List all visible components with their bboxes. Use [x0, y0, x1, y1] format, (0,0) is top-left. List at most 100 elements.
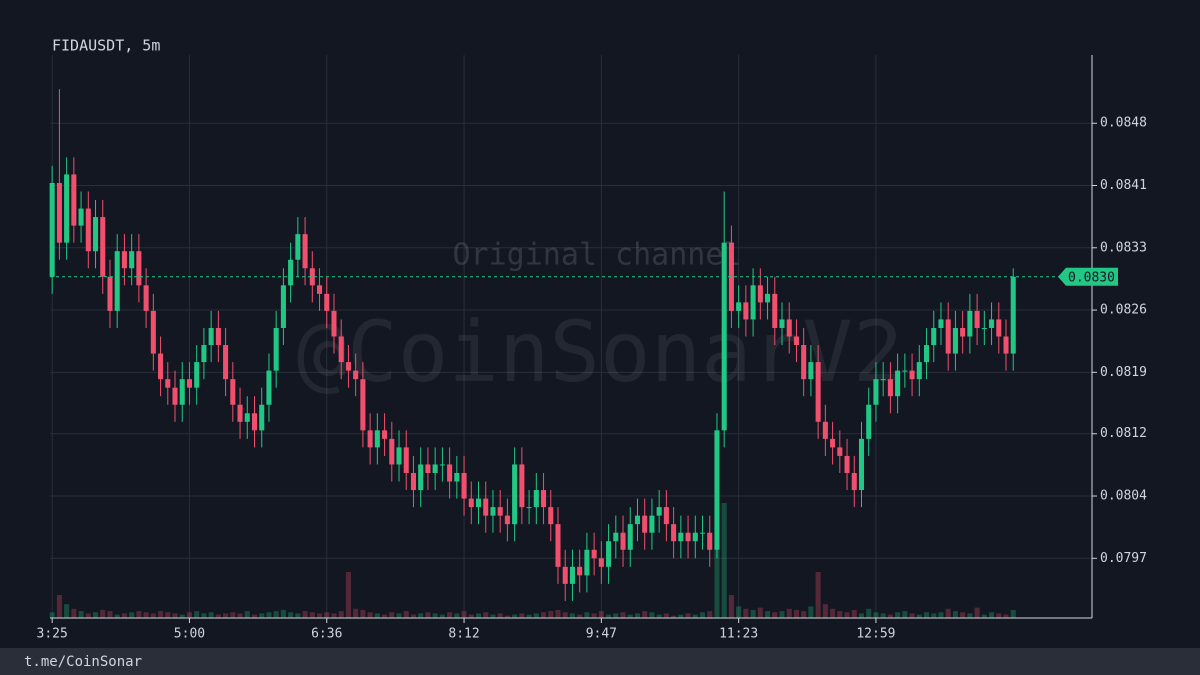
- candle-body: [302, 234, 308, 269]
- volume-bar: [728, 595, 734, 618]
- volume-bar: [353, 608, 359, 618]
- volume-bar: [866, 608, 872, 618]
- candle-body: [208, 327, 214, 346]
- candle-body: [107, 276, 113, 311]
- candle-body: [880, 379, 886, 381]
- volume-bar: [504, 615, 510, 618]
- watermark: @CoinSonarV2: [297, 303, 904, 401]
- y-tick-label: 0.0841: [1100, 178, 1147, 193]
- candle-body: [454, 472, 460, 482]
- y-tick-label: 0.0833: [1100, 240, 1147, 255]
- volume-bar: [815, 572, 821, 618]
- volume-bar: [107, 611, 113, 618]
- volume-bar: [309, 612, 315, 618]
- volume-bar: [432, 613, 438, 618]
- candle-body: [757, 285, 763, 303]
- candle-body: [439, 464, 445, 466]
- volume-bar: [548, 611, 554, 618]
- candle-body: [895, 370, 901, 397]
- volume-bar: [967, 613, 973, 618]
- candle-body: [215, 327, 221, 346]
- volume-bar: [902, 611, 908, 618]
- candle-body: [295, 234, 301, 260]
- candle-body: [374, 430, 380, 448]
- x-tick-label: 8:12: [448, 627, 479, 642]
- y-tick-label: 0.0848: [1100, 116, 1147, 131]
- volume-bar: [345, 572, 351, 618]
- candle-body: [779, 319, 785, 328]
- volume-bar: [721, 503, 727, 618]
- volume-bar: [649, 612, 655, 618]
- candle-body: [714, 430, 720, 550]
- volume-bar: [627, 614, 633, 618]
- candle-body: [230, 379, 236, 405]
- candle-body: [483, 498, 489, 516]
- x-tick-label: 6:36: [311, 627, 342, 642]
- candle-body: [165, 379, 171, 388]
- volume-bar: [208, 612, 214, 618]
- volume-bar: [519, 613, 525, 618]
- candle-body: [663, 507, 669, 525]
- candle-body: [345, 362, 351, 371]
- candle-body: [844, 455, 850, 473]
- candle-body: [288, 259, 294, 286]
- candle-body: [577, 566, 583, 576]
- volume-bar: [129, 612, 135, 618]
- candle-body: [627, 524, 633, 550]
- volume-bar: [822, 604, 828, 618]
- candle-body: [830, 438, 836, 448]
- x-tick-label: 9:47: [586, 627, 617, 642]
- candle-body: [49, 182, 55, 277]
- candle-body: [244, 413, 250, 422]
- volume-bar: [887, 614, 893, 618]
- candle-body: [223, 345, 229, 380]
- y-tick-label: 0.0797: [1100, 551, 1147, 566]
- volume-bar: [367, 612, 373, 618]
- volume-bar: [895, 612, 901, 618]
- last-price-label: 0.0830: [1068, 270, 1115, 285]
- volume-bar: [172, 613, 178, 618]
- volume-bar: [158, 611, 164, 618]
- candle-body: [533, 490, 539, 508]
- footer: t.me/CoinSonar: [24, 654, 142, 670]
- volume-bar: [880, 613, 886, 618]
- candle-body: [504, 515, 510, 525]
- x-tick-label: 5:00: [174, 627, 205, 642]
- volume-bar: [179, 614, 185, 618]
- y-tick-label: 0.0804: [1100, 489, 1147, 504]
- volume-bar: [989, 612, 995, 618]
- volume-bar: [685, 613, 691, 618]
- candle-body: [143, 285, 149, 311]
- candle-body: [815, 362, 821, 422]
- candle-body: [403, 447, 409, 473]
- candle-body: [396, 447, 402, 465]
- volume-bar: [873, 612, 879, 618]
- volume-bar: [273, 611, 279, 618]
- y-tick-label: 0.0812: [1100, 426, 1147, 441]
- candle-body: [541, 490, 547, 508]
- candle-body: [606, 541, 612, 567]
- volume-bar: [844, 612, 850, 618]
- volume-bar: [483, 612, 489, 618]
- volume-bar: [295, 613, 301, 618]
- volume-bar: [960, 612, 966, 618]
- candle-body: [114, 251, 120, 311]
- volume-bar: [569, 613, 575, 618]
- candle-body: [620, 532, 626, 550]
- candle-body: [555, 524, 561, 567]
- candle-body: [338, 336, 344, 363]
- volume-bar: [714, 549, 720, 618]
- candle-body: [728, 242, 734, 311]
- candle-body: [569, 566, 575, 584]
- candle-body: [418, 464, 424, 491]
- volume-bar: [490, 614, 496, 618]
- volume-bar: [100, 609, 106, 618]
- volume-bar: [64, 604, 70, 618]
- volume-bar: [143, 612, 149, 618]
- volume-bar: [288, 612, 294, 618]
- candle-body: [974, 310, 980, 328]
- volume-bar: [114, 614, 120, 618]
- volume-bar: [338, 611, 344, 618]
- candle-body: [772, 293, 778, 328]
- candle-body: [902, 370, 908, 372]
